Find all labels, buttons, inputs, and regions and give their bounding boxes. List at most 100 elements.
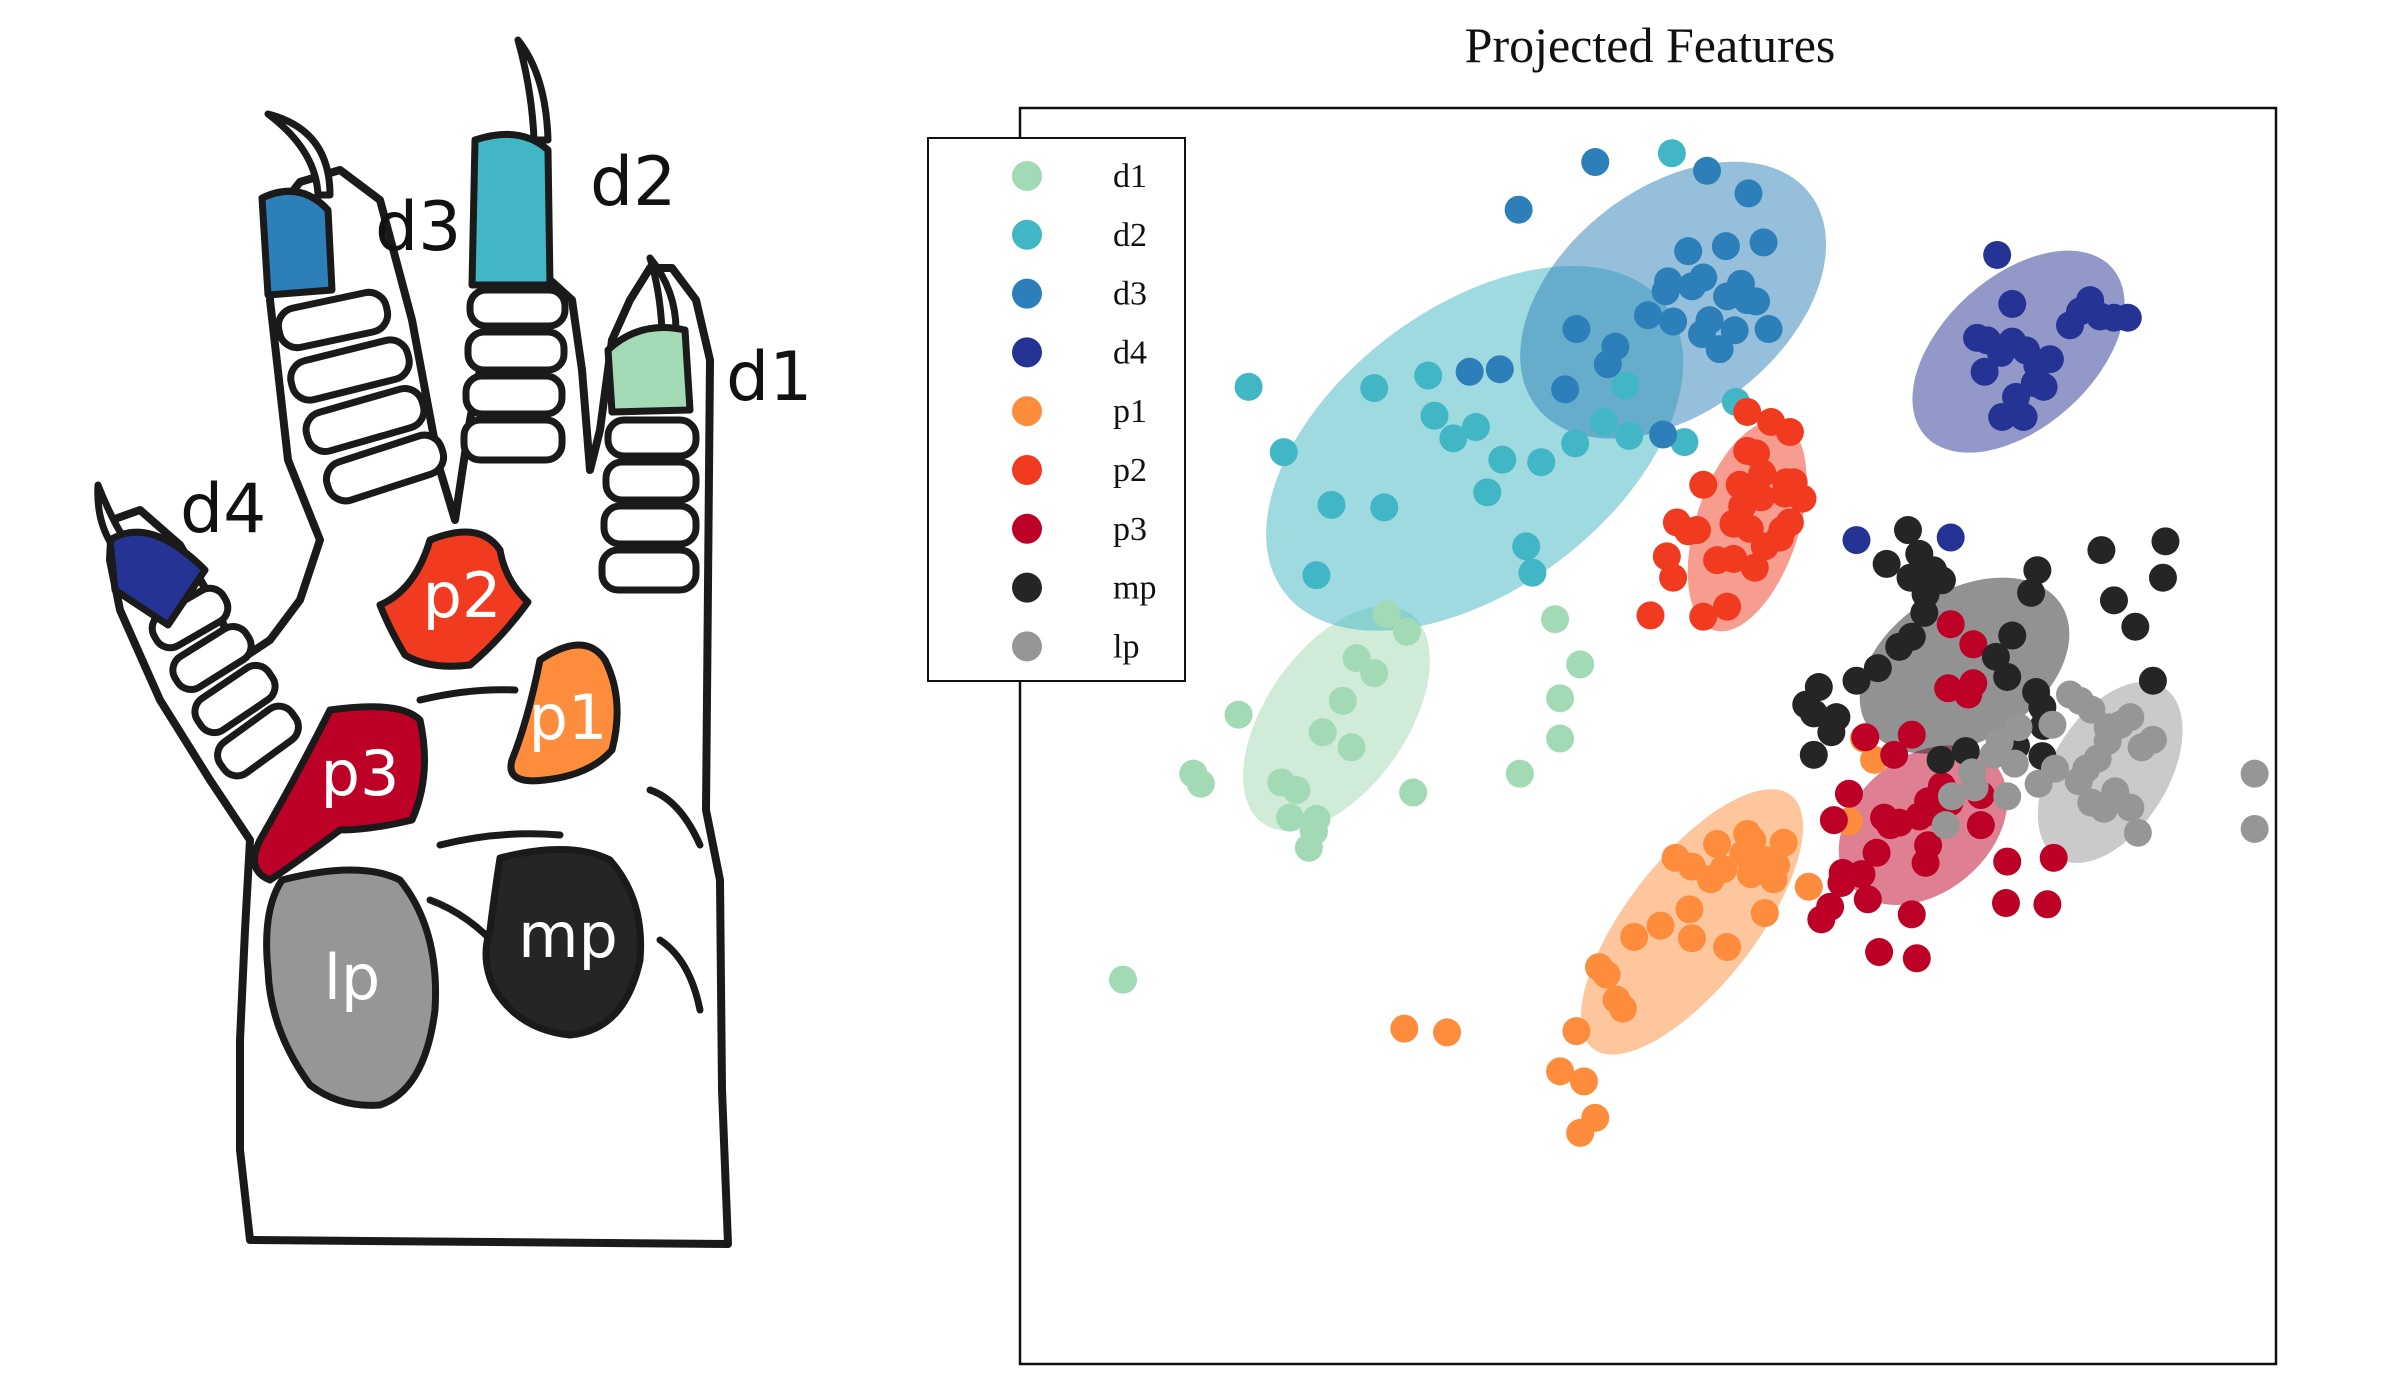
pad-label-p3: p3 <box>321 737 400 810</box>
pad-label-mp: mp <box>518 899 618 972</box>
point-p3 <box>1991 889 2020 918</box>
point-lp <box>2038 710 2067 739</box>
point-p3 <box>1851 723 1880 752</box>
point-p1 <box>1569 1067 1598 1096</box>
segment <box>322 431 448 505</box>
point-p1 <box>1620 922 1649 951</box>
legend-label-p3: p3 <box>1113 511 1147 548</box>
point-d3 <box>1485 355 1514 384</box>
point-d1 <box>1505 759 1534 788</box>
point-mp <box>2017 578 2046 607</box>
point-p1 <box>1585 953 1614 982</box>
point-d4 <box>1963 323 1992 352</box>
segment <box>462 372 566 418</box>
segment <box>169 623 255 693</box>
legend-label-mp: mp <box>1113 570 1156 607</box>
point-d3 <box>1720 316 1749 345</box>
point-mp <box>2022 678 2051 707</box>
digit-tip-d4 <box>106 528 209 629</box>
point-d3 <box>1504 195 1533 224</box>
point-mp <box>2151 527 2180 556</box>
point-d3 <box>1693 156 1722 185</box>
ellipse-mp <box>1859 577 2070 754</box>
point-lp <box>1979 740 2008 769</box>
point-mp <box>1919 556 1948 585</box>
point-d1 <box>1328 686 1357 715</box>
point-p3 <box>1853 885 1882 914</box>
point-d3 <box>1551 375 1580 404</box>
point-p3 <box>2033 890 2062 919</box>
paw-illustration: p1 p2 p3 mp lp d1 d2 d3 d4 <box>94 36 812 1248</box>
point-p3 <box>1880 740 1909 769</box>
point-p1 <box>1759 865 1788 894</box>
point-d3 <box>1711 232 1740 261</box>
point-lp <box>1960 773 1989 802</box>
point-d1 <box>1546 724 1575 753</box>
legend-label-d3: d3 <box>1113 276 1147 313</box>
point-p3 <box>1819 806 1848 835</box>
point-p2 <box>1659 563 1688 592</box>
point-p3 <box>2039 843 2068 872</box>
point-d2 <box>1512 532 1541 561</box>
point-p3 <box>1914 787 1943 816</box>
point-p3 <box>1834 779 1863 808</box>
point-d4 <box>2009 402 2038 431</box>
point-mp <box>1817 718 1846 747</box>
legend-marker-d3 <box>1012 278 1042 309</box>
point-d1 <box>1282 776 1311 805</box>
point-p3 <box>1993 847 2022 876</box>
point-d3 <box>1734 179 1763 208</box>
segment <box>214 702 302 780</box>
point-mp <box>1910 598 1939 627</box>
point-p1 <box>1703 830 1732 859</box>
point-p3 <box>1936 610 1965 639</box>
point-mp <box>1998 621 2027 650</box>
legend-marker-p2 <box>1012 455 1042 485</box>
point-d2 <box>1234 372 1263 401</box>
point-p2 <box>1742 439 1771 468</box>
point-p2 <box>1652 542 1681 571</box>
point-mp <box>2023 556 2052 585</box>
point-mp <box>2087 536 2116 565</box>
point-d2 <box>1414 361 1443 390</box>
ellipse-lp <box>2037 681 2183 863</box>
point-p1 <box>1646 911 1675 940</box>
point-mp <box>1951 737 1980 766</box>
point-p3 <box>1902 944 1931 973</box>
legend-label-lp: lp <box>1113 628 1139 665</box>
segment <box>460 416 566 464</box>
point-lp <box>2138 725 2167 754</box>
point-lp <box>1937 782 1966 811</box>
point-d2 <box>1590 408 1619 436</box>
point-p2 <box>1689 470 1718 499</box>
point-d4 <box>1842 526 1871 555</box>
point-p1 <box>1733 819 1762 848</box>
point-p1 <box>1566 1118 1595 1147</box>
point-p2 <box>1689 602 1718 631</box>
legend-label-d2: d2 <box>1113 217 1147 254</box>
point-lp <box>2040 754 2069 783</box>
segment <box>600 502 700 548</box>
palm-crease <box>656 936 704 1014</box>
projected-features-chart: Projected Features d1 d2 d3 d4 p1 p2 p3 mp lp <box>927 17 2278 1366</box>
point-p2 <box>1733 397 1762 426</box>
segment <box>598 546 700 594</box>
point-d1 <box>1360 659 1389 688</box>
point-lp <box>2123 818 2152 847</box>
point-lp <box>2116 703 2145 732</box>
digit-tip-d2 <box>468 130 554 289</box>
point-p2 <box>1662 508 1691 537</box>
point-p1 <box>1696 865 1725 894</box>
point-d1 <box>1308 718 1337 747</box>
point-d4 <box>1936 523 1965 552</box>
point-d4 <box>1998 289 2027 318</box>
segment <box>191 661 279 737</box>
point-d2 <box>1527 448 1556 477</box>
point-d3 <box>1733 286 1762 315</box>
digit-label-d2: d2 <box>590 143 676 222</box>
point-mp <box>1842 666 1871 695</box>
digit-label-d3: d3 <box>375 188 461 267</box>
point-mp <box>1872 549 1901 578</box>
point-lp <box>2056 680 2085 709</box>
legend-label-p2: p2 <box>1113 452 1147 489</box>
